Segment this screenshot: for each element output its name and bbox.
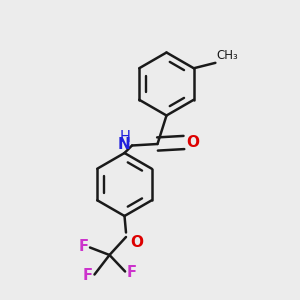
- Text: N: N: [118, 137, 130, 152]
- Text: F: F: [78, 239, 88, 254]
- Text: O: O: [186, 135, 199, 150]
- Text: H: H: [119, 130, 130, 145]
- Text: O: O: [130, 235, 143, 250]
- Text: CH₃: CH₃: [217, 49, 238, 62]
- Text: F: F: [127, 265, 137, 280]
- Text: F: F: [83, 268, 93, 283]
